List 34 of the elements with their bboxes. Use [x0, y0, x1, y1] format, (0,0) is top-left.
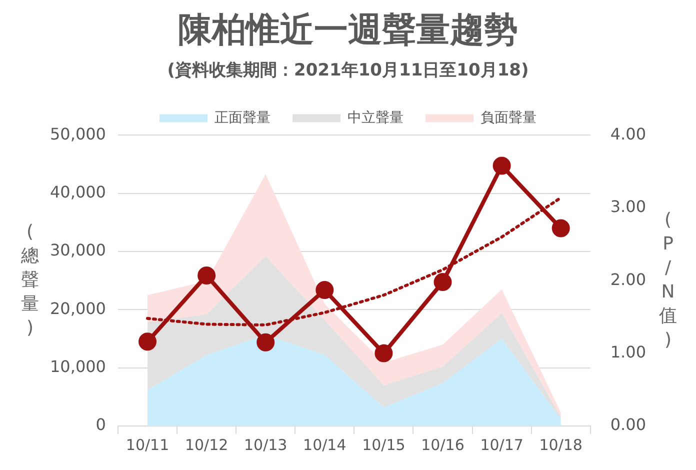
y2-tick-label: 0.00	[610, 415, 646, 434]
y-tick-label: 40,000	[50, 182, 106, 202]
y-axis-title: (總聲量)	[20, 221, 39, 338]
y-tick-label: 10,000	[50, 356, 106, 376]
legend-label: 中立聲量	[348, 110, 404, 126]
chart-title: 陳柏惟近一週聲量趨勢	[178, 10, 518, 50]
x-tick-label: 10/15	[362, 436, 406, 454]
y-tick-label: 0	[96, 415, 106, 434]
x-tick-label: 10/11	[126, 436, 170, 454]
y2-tick-label: 1.00	[610, 342, 646, 362]
point	[552, 219, 570, 238]
x-tick-label: 10/14	[303, 436, 346, 454]
x-tick-label: 10/17	[480, 436, 524, 454]
y2-tick-label: 4.00	[610, 124, 646, 144]
point	[198, 266, 216, 285]
point	[256, 333, 275, 352]
y2-tick-label: 3.00	[610, 197, 646, 216]
y-tick-label: 30,000	[50, 240, 106, 260]
x-tick-label: 10/13	[244, 436, 288, 454]
x-tick-label: 10/16	[421, 436, 464, 454]
point	[492, 156, 511, 175]
legend-label: 正面聲量	[214, 110, 270, 126]
y2-tick-label: 2.00	[610, 270, 646, 289]
x-tick-label: 10/12	[184, 436, 228, 454]
point	[316, 281, 334, 300]
y-tick-label: 20,000	[50, 298, 106, 318]
legend-label: 負面聲量	[480, 110, 536, 126]
x-tick-label: 10/18	[539, 436, 582, 454]
point	[434, 273, 452, 292]
point	[374, 344, 393, 362]
y-tick-label: 50,000	[50, 124, 106, 144]
point	[138, 332, 157, 351]
y2-axis-title: (P/N值)	[659, 209, 677, 350]
chart-subtitle: (資料收集期間：2021年10月11日至10月18)	[167, 60, 529, 80]
